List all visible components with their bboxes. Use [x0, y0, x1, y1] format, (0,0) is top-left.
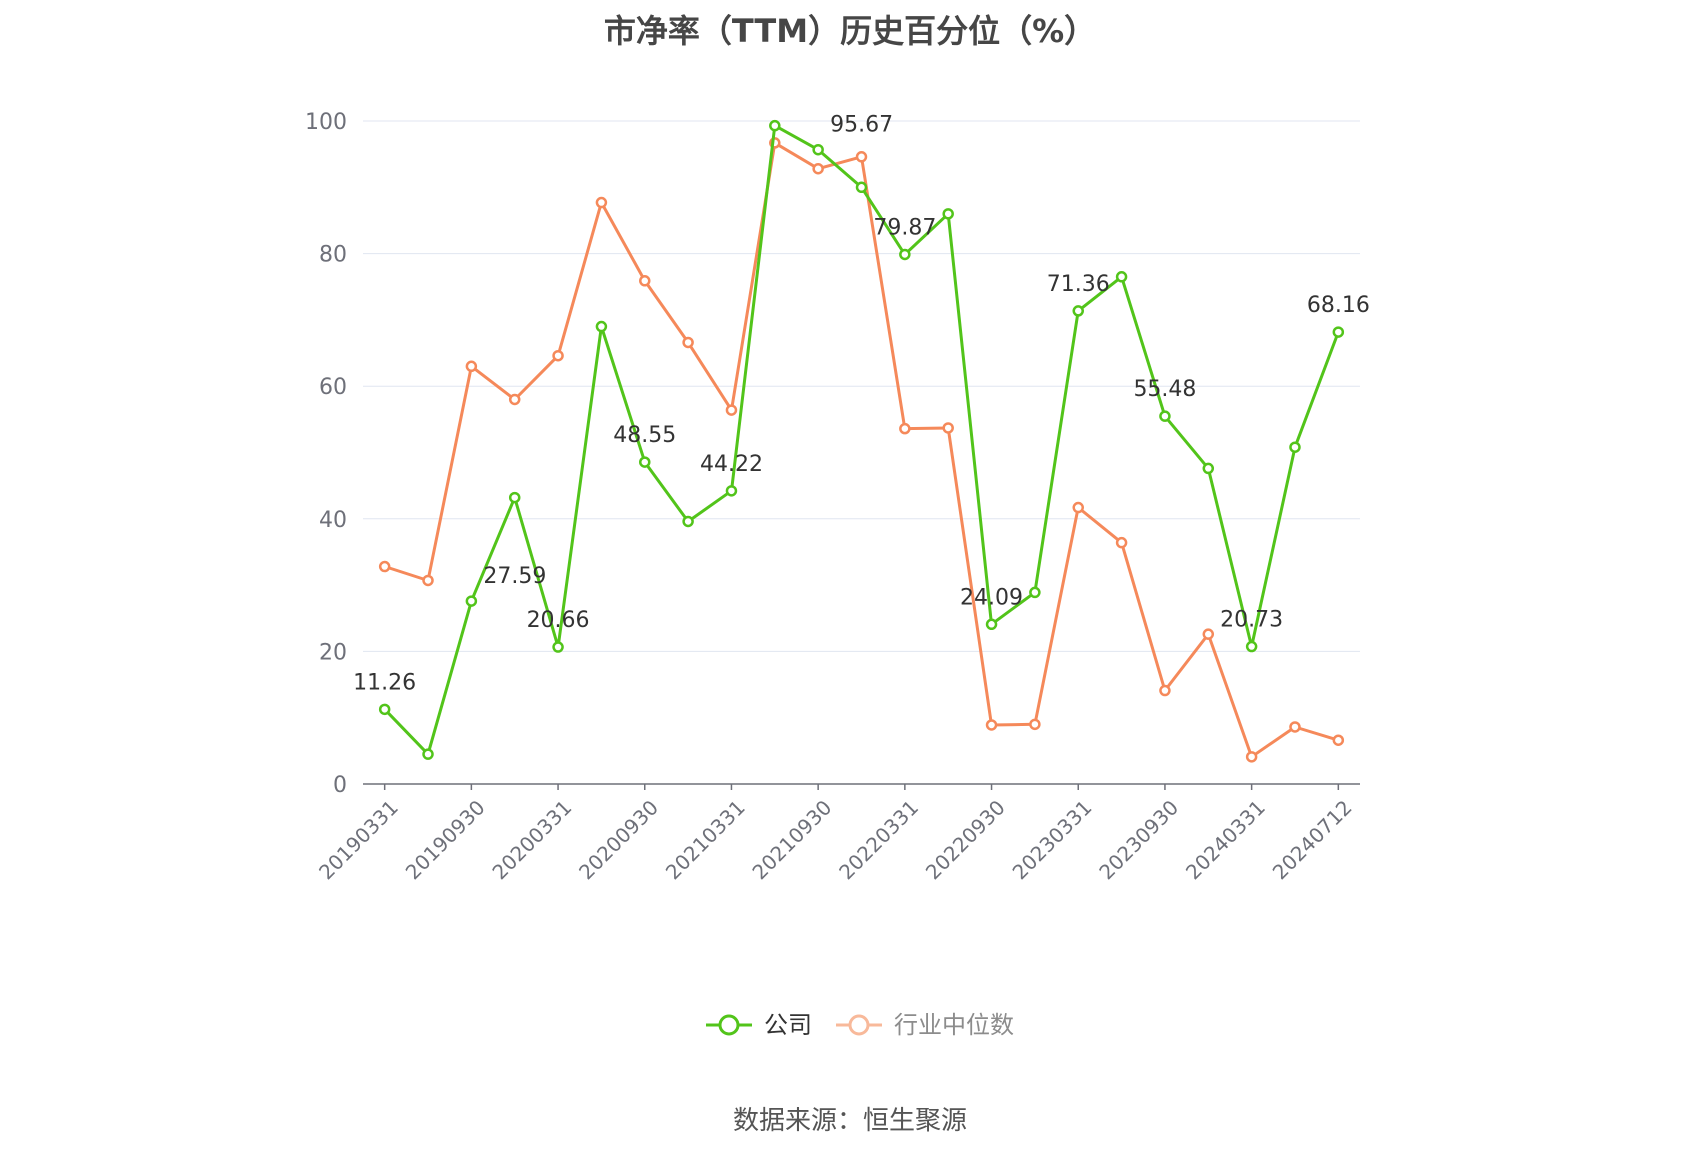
- data-point: [1245, 751, 1258, 763]
- y-tick-label: 100: [305, 110, 347, 135]
- source-note: 数据来源：恒生聚源: [732, 1106, 967, 1136]
- data-point: [899, 422, 911, 435]
- data-point: [1159, 684, 1171, 697]
- data-point: [812, 143, 824, 156]
- data-point: [899, 248, 911, 261]
- legend-marker-icon: [848, 1014, 870, 1036]
- data-label: 20.73: [1220, 608, 1283, 633]
- data-point: [508, 393, 521, 406]
- x-tick-label: 20240331: [1181, 795, 1270, 884]
- series-lines: [378, 119, 1345, 763]
- data-point: [422, 574, 434, 587]
- data-point: [595, 320, 608, 333]
- data-point: [725, 404, 738, 416]
- data-point: [1289, 441, 1301, 453]
- data-point: [378, 703, 391, 716]
- x-tick-label: 20230930: [1094, 795, 1183, 884]
- data-point: [1245, 640, 1258, 653]
- series-line: [384, 141, 1339, 759]
- x-tick-label: 20220331: [834, 795, 923, 884]
- x-tick-label: 20210930: [747, 795, 836, 884]
- chart-title: 市净率（TTM）历史百分位（%）: [603, 12, 1097, 50]
- data-point: [552, 349, 564, 362]
- x-tick-label: 20190331: [314, 795, 403, 884]
- data-point: [682, 515, 694, 528]
- data-point: [508, 491, 521, 504]
- data-point: [465, 360, 478, 373]
- data-point: [1115, 271, 1128, 283]
- data-label: 44.22: [700, 452, 763, 477]
- data-point: [378, 560, 391, 573]
- data-label: 11.26: [353, 670, 416, 695]
- data-label: 24.09: [960, 585, 1023, 610]
- x-tick-label: 20200331: [487, 795, 576, 884]
- data-point: [1159, 410, 1171, 422]
- data-point: [1202, 462, 1215, 475]
- data-point: [812, 162, 824, 175]
- series-line: [383, 124, 1340, 756]
- data-point: [1115, 536, 1128, 549]
- data-label: 71.36: [1047, 272, 1110, 297]
- y-tick-label: 40: [319, 508, 347, 533]
- data-point: [422, 748, 434, 760]
- data-label: 68.16: [1307, 293, 1370, 318]
- y-tick-label: 80: [319, 243, 347, 268]
- x-tick-label: 20190930: [401, 795, 490, 884]
- data-point: [1332, 326, 1345, 338]
- data-point: [682, 336, 694, 349]
- data-point: [1072, 305, 1084, 317]
- data-label: 27.59: [483, 564, 546, 589]
- axes: 0 20 40 60 80 100 2019033120190930202003312020…: [305, 110, 1360, 884]
- data-point: [769, 119, 781, 132]
- data-point: [725, 485, 738, 497]
- data-label: 20.66: [527, 608, 590, 633]
- legend: 公司 行业中位数: [706, 1011, 1014, 1039]
- data-point: [985, 618, 998, 631]
- y-tick-label: 60: [319, 375, 347, 400]
- data-point: [465, 595, 478, 607]
- data-point: [1029, 586, 1041, 599]
- data-point: [942, 208, 954, 220]
- y-tick-label: 20: [319, 640, 347, 665]
- data-labels: 11.26 27.59 20.66 48.55 44.22 95.67 79.87 24.09…: [353, 113, 1370, 696]
- data-label: 48.55: [613, 423, 676, 448]
- data-point: [1029, 718, 1041, 731]
- data-label: 79.87: [873, 215, 936, 240]
- data-point: [1289, 721, 1301, 733]
- data-label: 55.48: [1133, 377, 1196, 402]
- data-point: [1332, 734, 1345, 746]
- x-tick-label: 20200930: [574, 795, 663, 884]
- legend-marker-icon: [718, 1014, 740, 1036]
- data-point: [942, 422, 954, 434]
- y-tick-label: 0: [333, 773, 347, 798]
- legend-label: 公司: [764, 1011, 812, 1039]
- data-point: [1202, 628, 1215, 640]
- data-label: 95.67: [830, 113, 893, 138]
- data-point: [639, 456, 651, 468]
- data-point: [855, 151, 868, 163]
- x-tick-label: 20230331: [1008, 795, 1097, 884]
- data-point: [639, 275, 651, 287]
- data-point: [595, 196, 608, 209]
- data-point: [552, 641, 564, 653]
- data-point: [855, 181, 868, 194]
- x-tick-label: 20220930: [921, 795, 1010, 884]
- x-tick-label: 20240712: [1268, 795, 1357, 884]
- data-point: [985, 719, 998, 731]
- legend-label: 行业中位数: [894, 1011, 1014, 1039]
- data-point: [1072, 501, 1084, 514]
- x-tick-label: 20210331: [661, 795, 750, 884]
